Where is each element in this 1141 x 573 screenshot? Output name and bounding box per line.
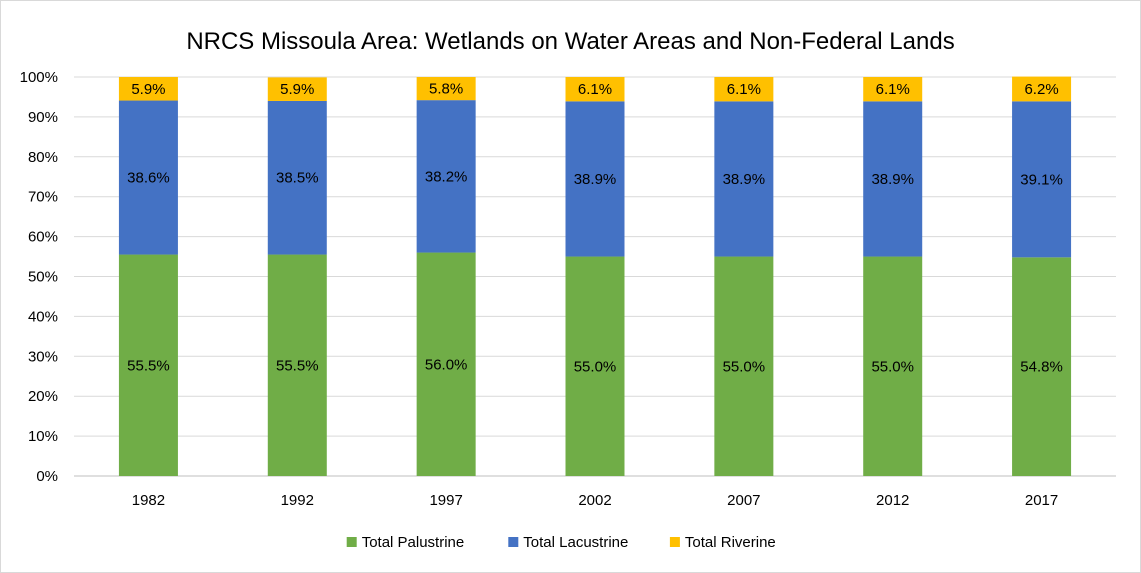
bar-segment-total-riverine — [565, 77, 625, 102]
x-tick-label: 1982 — [132, 492, 165, 509]
bar-segment-total-palustrine — [267, 254, 327, 476]
data-label: 38.9% — [871, 171, 914, 188]
data-label: 6.2% — [1024, 81, 1058, 98]
bar-segment-total-lacustrine — [1012, 101, 1072, 258]
data-label: 6.1% — [727, 81, 761, 98]
data-label: 5.9% — [131, 81, 165, 98]
bar-segment-total-palustrine — [416, 252, 476, 476]
y-tick-label: 70% — [28, 189, 58, 206]
bar-segment-total-riverine — [863, 77, 923, 102]
x-tick-label: 2012 — [876, 492, 909, 509]
data-label: 38.6% — [127, 170, 170, 187]
legend-swatch — [669, 537, 680, 547]
y-tick-label: 0% — [36, 468, 58, 485]
legend-swatch — [346, 537, 357, 547]
data-label: 5.8% — [429, 81, 463, 98]
data-label: 6.1% — [876, 81, 910, 98]
data-label: 38.9% — [574, 171, 617, 188]
data-label: 38.2% — [425, 168, 468, 185]
data-label: 55.0% — [871, 358, 914, 375]
y-tick-label: 60% — [28, 229, 58, 246]
legend-label: Total Lacustrine — [523, 534, 628, 551]
x-tick-label: 2002 — [578, 492, 611, 509]
y-tick-label: 20% — [28, 388, 58, 405]
bar-segment-total-palustrine — [118, 254, 178, 476]
legend-label: Total Riverine — [685, 534, 776, 551]
y-tick-label: 80% — [28, 149, 58, 166]
bar-segment-total-lacustrine — [416, 100, 476, 253]
chart-title: NRCS Missoula Area: Wetlands on Water Ar… — [186, 28, 955, 55]
bar-segment-total-lacustrine — [267, 100, 327, 255]
bar-segment-total-palustrine — [565, 256, 625, 476]
data-label: 56.0% — [425, 356, 468, 373]
bar-segment-total-lacustrine — [565, 101, 625, 257]
x-tick-label: 2007 — [727, 492, 760, 509]
data-label: 6.1% — [578, 81, 612, 98]
bar-segment-total-lacustrine — [714, 101, 774, 257]
bar-segment-total-riverine — [416, 77, 476, 101]
x-tick-label: 2017 — [1025, 492, 1058, 509]
bar-segment-total-palustrine — [714, 256, 774, 476]
legend-swatch — [508, 537, 519, 547]
data-label: 5.9% — [280, 81, 314, 98]
bar-segment-total-riverine — [118, 77, 178, 101]
x-tick-label: 1992 — [281, 492, 314, 509]
legend-label: Total Palustrine — [362, 534, 465, 551]
bar-segment-total-palustrine — [1012, 257, 1072, 476]
bar-segment-total-riverine — [1012, 76, 1072, 102]
data-label: 54.8% — [1020, 359, 1063, 376]
data-label: 38.9% — [723, 171, 766, 188]
data-label: 38.5% — [276, 170, 319, 187]
bar-segment-total-riverine — [267, 77, 327, 101]
y-tick-label: 50% — [28, 269, 58, 286]
x-tick-label: 1997 — [429, 492, 462, 509]
y-tick-label: 30% — [28, 348, 58, 365]
data-label: 55.0% — [574, 358, 617, 375]
bar-segment-total-lacustrine — [118, 100, 178, 255]
y-tick-label: 10% — [28, 428, 58, 445]
y-tick-label: 100% — [20, 69, 58, 86]
data-label: 55.5% — [276, 357, 319, 374]
data-label: 55.0% — [723, 358, 766, 375]
bar-segment-total-lacustrine — [863, 101, 923, 257]
bar-segment-total-palustrine — [863, 256, 923, 476]
y-tick-label: 90% — [28, 109, 58, 126]
data-label: 55.5% — [127, 357, 170, 374]
y-tick-label: 40% — [28, 308, 58, 325]
data-label: 39.1% — [1020, 171, 1063, 188]
bar-segment-total-riverine — [714, 77, 774, 102]
